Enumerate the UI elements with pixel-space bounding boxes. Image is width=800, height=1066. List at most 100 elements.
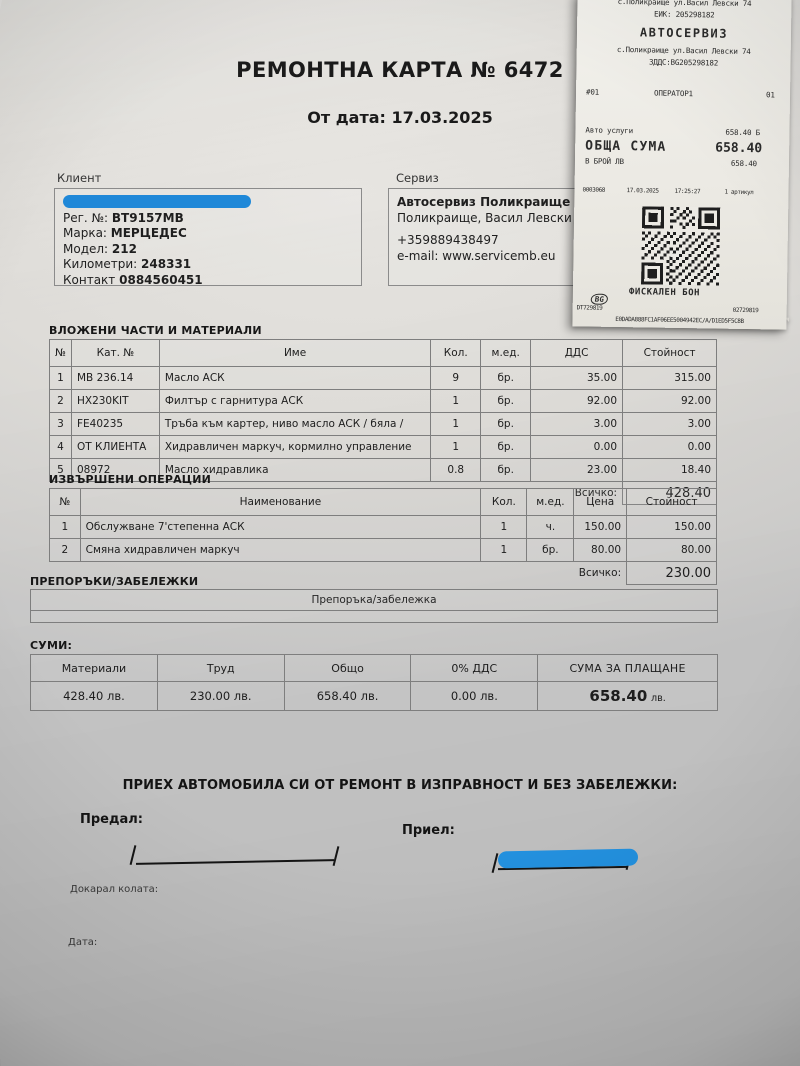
ops-col-unit: м.ед.	[526, 488, 575, 516]
cell-qty: 1	[430, 412, 482, 436]
sums-value-vat: 0.00 лв.	[410, 681, 539, 711]
receipt-item-label: Авто услуги	[585, 125, 634, 136]
sums-caption: СУМИ:	[30, 639, 73, 652]
sums-col-materials: Материали	[30, 654, 158, 682]
operations-table-header-row: № Наименование Кол. м.ед. Цена Стойност	[49, 488, 717, 516]
operations-section-caption: ИЗВЪРШЕНИ ОПЕРАЦИИ	[49, 473, 212, 486]
receipt-hash-line: E0DADA888FC1AF06EE5004942EC/A/D1ED5F5C8B	[615, 315, 744, 325]
client-field-mileage: Километри: 248331	[63, 257, 192, 271]
receipt-cash-amount: 658.40	[730, 158, 757, 169]
receipt-header-address: с.Поликраище ул.Васил Левски 74	[617, 0, 752, 9]
recommendations-box[interactable]: Препоръка/забележка	[30, 589, 718, 623]
service-section-label: Сервиз	[396, 171, 439, 185]
table-row: 5 08972 Масло хидравлика 0.8 бр. 23.00 1…	[49, 458, 717, 482]
receipt-operator-name: ОПЕРАТОР1	[653, 88, 693, 99]
cell-qty: 1	[430, 435, 482, 459]
cell-price: 92.00	[530, 389, 624, 413]
cell-unit: бр.	[480, 435, 532, 459]
receipt-serial-left: DT729819	[576, 304, 603, 312]
receipt-doc-date: 17.03.2025	[626, 187, 659, 195]
sums-table: Материали Труд Общо 0% ДДС СУМА ЗА ПЛАЩА…	[30, 654, 718, 711]
cell-no: 2	[49, 538, 81, 562]
receipt-doc-time: 17:25:27	[674, 187, 701, 196]
table-row: 2 Смяна хидравличен маркуч 1 бр. 80.00 8…	[49, 538, 717, 562]
parts-col-price: ДДС	[530, 339, 624, 367]
receipt-serial-right: 02729819	[732, 306, 759, 315]
client-field-model: Модел: 212	[63, 241, 137, 256]
sums-header-row: Материали Труд Общо 0% ДДС СУМА ЗА ПЛАЩА…	[30, 654, 718, 682]
cell-cat: MB 236.14	[70, 366, 160, 390]
parts-table-header-row: № Кат. № Име Кол. м.ед. ДДС Стойност	[49, 339, 717, 367]
cell-name: Обслужване 7'степенна АСК	[79, 515, 482, 539]
operations-total-value: 230.00	[626, 561, 717, 585]
service-name: Автосервиз Поликраище	[397, 195, 571, 209]
received-by-signature-redaction	[497, 848, 639, 869]
cell-name: Масло АСК	[158, 366, 432, 390]
sums-col-subtotal: Общо	[283, 654, 412, 682]
operations-total-row: Всичко: 230.00	[50, 561, 717, 585]
cell-qty: 1	[480, 538, 528, 562]
operations-table: № Наименование Кол. м.ед. Цена Стойност …	[49, 488, 717, 585]
table-row: 4 ОТ КЛИЕНТА Хидравличен маркуч, кормилн…	[49, 435, 717, 459]
parts-col-total: Стойност	[622, 339, 717, 367]
parts-col-no: №	[49, 339, 72, 367]
cell-total: 18.40	[622, 458, 717, 482]
cell-total: 92.00	[622, 389, 717, 413]
cell-no: 5	[49, 458, 72, 482]
receipt-item-amount: 658.40 Б	[725, 127, 761, 138]
cell-price: 150.00	[573, 515, 628, 539]
sums-col-labour: Труд	[156, 654, 285, 682]
page-title: РЕМОНТНА КАРТА № 6472	[236, 58, 564, 82]
cell-cat: 08972	[70, 458, 160, 482]
sums-value-labour: 230.00 лв.	[156, 681, 285, 711]
client-field-reg: Рег. №: BT9157MB	[63, 210, 184, 225]
sums-value-materials: 428.40 лв.	[30, 681, 158, 711]
client-section-label: Клиент	[57, 171, 102, 185]
receipt-fiscal-label: ФИСКАЛЕН БОН	[628, 287, 701, 299]
receipt-vat: ЗДДС:BG205298182	[648, 57, 719, 68]
ops-col-total: Стойност	[626, 488, 717, 516]
cell-name: Масло хидравлика	[158, 458, 432, 482]
operations-total-label: Всичко:	[578, 567, 622, 580]
client-field-contact: Контакт 0884560451	[63, 272, 203, 287]
cell-no: 3	[49, 412, 72, 436]
ops-col-price: Цена	[573, 488, 628, 516]
cell-name: Тръба към картер, ниво масло АСК / бяла …	[158, 412, 432, 436]
cell-price: 0.00	[530, 435, 624, 459]
cell-unit: бр.	[526, 538, 575, 562]
acceptance-statement: ПРИЕХ АВТОМОБИЛА СИ ОТ РЕМОНТ В ИЗПРАВНО…	[122, 778, 678, 793]
receipt-doc-number: 0003068	[582, 186, 606, 194]
client-name-redacted	[63, 195, 353, 211]
cell-unit: бр.	[480, 458, 532, 482]
cell-unit: ч.	[526, 515, 575, 539]
service-phone: +359889438497	[397, 233, 499, 247]
cell-total: 150.00	[626, 515, 717, 539]
ops-col-qty: Кол.	[480, 488, 528, 516]
receipt-address: с.Поликраище ул.Васил Левски 74	[616, 44, 751, 57]
cell-no: 2	[49, 389, 72, 413]
table-row: 1 MB 236.14 Масло АСК 9 бр. 35.00 315.00	[49, 366, 717, 390]
cell-unit: бр.	[480, 389, 532, 413]
cell-price: 3.00	[530, 412, 624, 436]
cell-cat: HX230KIT	[70, 389, 160, 413]
ops-col-name: Наименование	[79, 488, 482, 516]
cell-total: 80.00	[626, 538, 717, 562]
cell-price: 80.00	[573, 538, 628, 562]
document-date: От дата: 17.03.2025	[307, 108, 493, 127]
parts-col-name: Име	[158, 339, 432, 367]
client-info-box: Рег. №: BT9157MB Марка: МЕРЦЕДЕС Модел: …	[54, 188, 362, 287]
recommendations-body[interactable]	[31, 611, 717, 625]
ops-col-no: №	[49, 488, 81, 516]
cell-total: 0.00	[622, 435, 717, 459]
delivered-by-label: Докарал колата:	[70, 884, 159, 895]
parts-col-qty: Кол.	[430, 339, 482, 367]
sums-value-payable: 658.40 лв.	[537, 681, 718, 711]
cell-no: 4	[49, 435, 72, 459]
cell-qty: 9	[430, 366, 482, 390]
parts-col-cat: Кат. №	[70, 339, 160, 367]
handed-over-signature-line[interactable]	[128, 845, 343, 867]
sums-value-subtotal: 658.40 лв.	[283, 681, 412, 711]
table-row: 3 FE40235 Тръба към картер, ниво масло А…	[49, 412, 717, 436]
receipt-company: АВТОСЕРВИЗ	[639, 25, 729, 41]
cell-qty: 1	[480, 515, 528, 539]
